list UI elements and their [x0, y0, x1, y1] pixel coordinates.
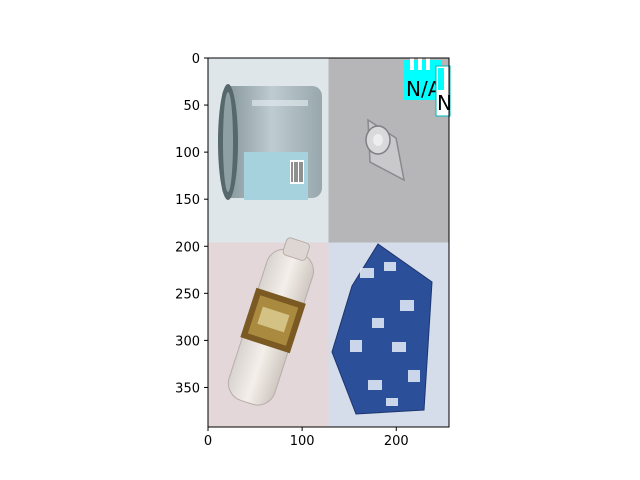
x-tick-label: 0 — [204, 434, 212, 449]
y-tick-label: 200 — [175, 240, 200, 255]
y-tick-label: 100 — [175, 146, 200, 161]
x-tick-label: 200 — [384, 434, 409, 449]
y-axis: 0 50 100 150 200 250 300 350 — [175, 52, 208, 396]
x-axis: 0 100 200 — [204, 427, 409, 449]
y-tick-label: 350 — [175, 381, 200, 396]
y-tick-label: 150 — [175, 193, 200, 208]
annotation-label-2: N — [437, 91, 452, 115]
y-tick-label: 250 — [175, 287, 200, 302]
tile-objects — [218, 84, 433, 415]
plastic-cup-photo — [365, 118, 406, 182]
plot-area — [207, 57, 450, 428]
annotation-boxes: N/A N — [404, 58, 452, 117]
x-tick-label: 100 — [290, 434, 315, 449]
axes-frame — [207, 57, 450, 428]
y-tick-label: 50 — [183, 99, 200, 114]
blue-wrapper-photo — [331, 243, 433, 415]
y-tick-label: 0 — [192, 52, 200, 67]
annotation-n-white: N — [435, 65, 452, 117]
glass-jar-photo — [218, 84, 322, 200]
water-bottle-photo — [227, 237, 314, 406]
y-tick-label: 300 — [175, 334, 200, 349]
